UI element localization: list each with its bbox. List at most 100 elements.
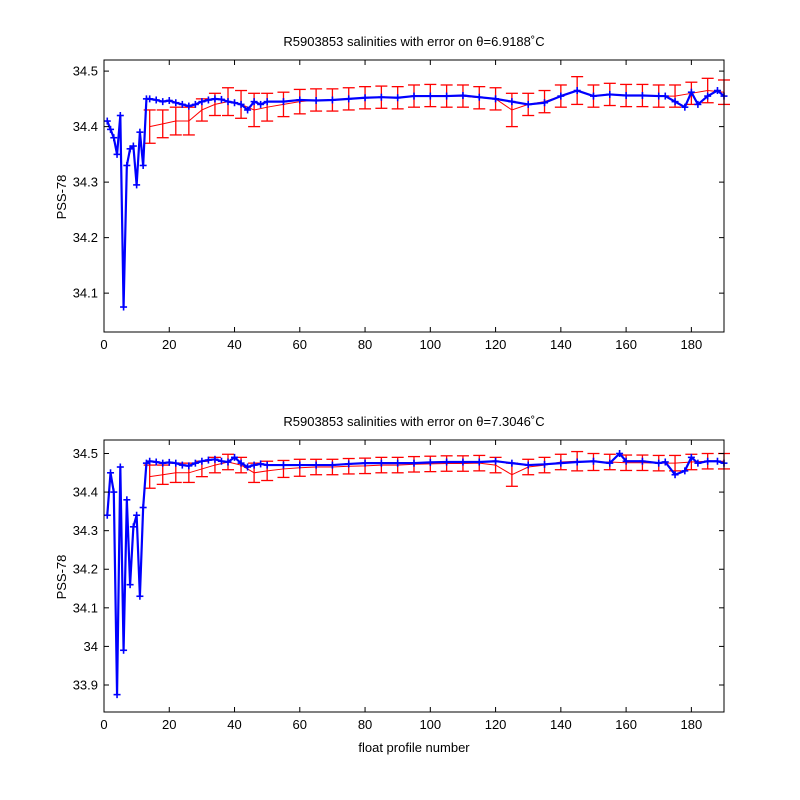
top-data-point: [557, 92, 565, 100]
bottom-data-point: [622, 457, 630, 465]
bottom-chart-xlabel: float profile number: [358, 740, 470, 755]
top-data-point: [394, 94, 402, 102]
top-chart-ylabel: PSS-78: [54, 175, 69, 220]
bottom-data-point: [129, 523, 137, 531]
bottom-data-point: [655, 459, 663, 467]
bottom-data-point: [589, 457, 597, 465]
bottom-data-point: [250, 461, 258, 469]
top-data-point: [103, 117, 111, 125]
top-error-bar-series: [143, 76, 730, 144]
bottom-data-point: [139, 504, 147, 512]
bottom-data-point: [146, 457, 154, 465]
top-data-point: [296, 96, 304, 104]
bottom-x-tick-label: 20: [162, 717, 176, 732]
bottom-data-point: [152, 458, 160, 466]
bottom-x-tick-label: 140: [550, 717, 572, 732]
bottom-data-point: [345, 460, 353, 468]
top-x-tick-label: 160: [615, 337, 637, 352]
bottom-x-tick-label: 80: [358, 717, 372, 732]
bottom-data-point: [279, 461, 287, 469]
bottom-data-point: [410, 459, 418, 467]
top-data-point: [123, 161, 131, 169]
top-data-point: [211, 95, 219, 103]
top-data-point: [136, 128, 144, 136]
bottom-data-point: [244, 463, 252, 471]
bottom-y-tick-label: 33.9: [73, 677, 98, 692]
bottom-data-point: [328, 461, 336, 469]
top-y-tick-label: 34.5: [73, 64, 98, 79]
top-data-point: [231, 99, 239, 107]
top-data-point: [328, 96, 336, 104]
bottom-data-point: [191, 459, 199, 467]
top-x-tick-label: 80: [358, 337, 372, 352]
bottom-chart-ylabel: PSS-78: [54, 555, 69, 600]
top-data-point: [459, 92, 467, 100]
top-data-point: [671, 98, 679, 106]
bottom-data-point: [126, 581, 134, 589]
bottom-data-point: [211, 455, 219, 463]
bottom-data-point: [638, 457, 646, 465]
bottom-data-point: [394, 459, 402, 467]
bottom-data-point: [224, 458, 232, 466]
top-x-tick-label: 0: [100, 337, 107, 352]
top-data-point: [279, 98, 287, 106]
top-data-point: [345, 95, 353, 103]
top-data-point: [237, 100, 245, 108]
top-data-point: [589, 92, 597, 100]
bottom-data-point: [713, 457, 721, 465]
top-data-point: [133, 181, 141, 189]
top-chart-axes: 0 20 40 60 80 100 120 140 160 180 34.1 34.2 34.3 34.4…: [73, 60, 724, 352]
bottom-data-point: [361, 459, 369, 467]
bottom-x-tick-label: 40: [227, 717, 241, 732]
top-x-tick-label: 100: [419, 337, 441, 352]
top-data-point: [508, 98, 516, 106]
bottom-data-point: [263, 461, 271, 469]
top-data-point: [217, 95, 225, 103]
bottom-data-point: [541, 460, 549, 468]
bottom-data-point: [172, 459, 180, 467]
top-y-tick-label: 34.2: [73, 230, 98, 245]
bottom-data-point: [661, 458, 669, 466]
bottom-data-point: [671, 471, 679, 479]
bottom-data-point: [198, 457, 206, 465]
top-y-tick-label: 34.4: [73, 119, 98, 134]
bottom-data-point: [133, 511, 141, 519]
top-x-tick-label: 20: [162, 337, 176, 352]
bottom-data-point: [681, 467, 689, 475]
top-data-point: [524, 100, 532, 108]
top-data-point: [694, 100, 702, 108]
top-data-point: [655, 92, 663, 100]
bottom-x-tick-label: 0: [100, 717, 107, 732]
bottom-chart-title: R5903853 salinities with error on θ=7.30…: [283, 414, 544, 429]
top-data-point: [204, 96, 212, 104]
top-data-point: [257, 100, 265, 108]
bottom-x-tick-label: 160: [615, 717, 637, 732]
top-x-tick-label: 40: [227, 337, 241, 352]
bottom-data-point: [204, 456, 212, 464]
top-data-point: [622, 92, 630, 100]
bottom-y-tick-label: 34.4: [73, 485, 98, 500]
top-data-point: [120, 303, 128, 311]
bottom-data-point: [217, 457, 225, 465]
top-data-point: [263, 98, 271, 106]
bottom-data-point: [136, 592, 144, 600]
top-y-tick-label: 34.1: [73, 286, 98, 301]
top-data-point: [159, 98, 167, 106]
top-data-point: [426, 92, 434, 100]
top-data-point: [224, 98, 232, 106]
bottom-data-point: [237, 459, 245, 467]
bottom-series-line: [106, 452, 725, 696]
top-data-point: [312, 97, 320, 105]
top-data-point: [410, 92, 418, 100]
bottom-data-point: [606, 459, 614, 467]
top-data-point: [152, 96, 160, 104]
bottom-y-tick-label: 34.2: [73, 562, 98, 577]
bottom-data-point: [557, 459, 565, 467]
bottom-x-tick-label: 120: [485, 717, 507, 732]
bottom-data-point: [573, 458, 581, 466]
top-x-tick-label: 60: [293, 337, 307, 352]
top-data-point: [107, 125, 115, 133]
bottom-data-point: [616, 450, 624, 458]
top-plot-frame: [103, 59, 725, 333]
